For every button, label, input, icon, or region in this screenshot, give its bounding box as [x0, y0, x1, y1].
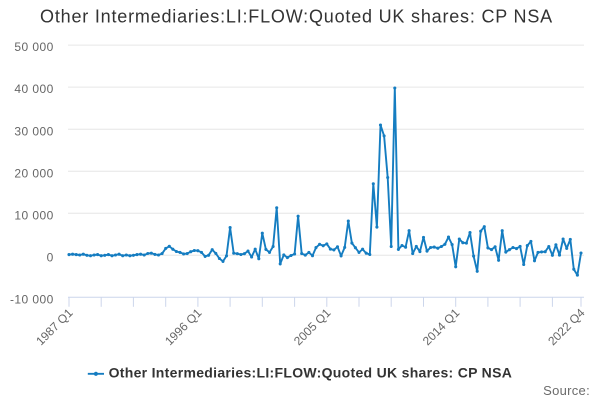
svg-text:Other Intermediaries:LI:FLOW:Q: Other Intermediaries:LI:FLOW:Quoted UK s… — [109, 365, 513, 381]
svg-text:10 000: 10 000 — [14, 208, 53, 222]
svg-text:20 000: 20 000 — [14, 166, 53, 180]
svg-text:30 000: 30 000 — [14, 124, 53, 138]
svg-text:50 000: 50 000 — [14, 40, 53, 54]
svg-text:Other Intermediaries:LI:FLOW:Q: Other Intermediaries:LI:FLOW:Quoted UK s… — [40, 7, 553, 27]
svg-text:-10 000: -10 000 — [10, 292, 54, 306]
svg-text:Source:: Source: — [543, 383, 590, 398]
svg-text:40 000: 40 000 — [14, 82, 53, 96]
svg-text:0: 0 — [47, 250, 54, 264]
